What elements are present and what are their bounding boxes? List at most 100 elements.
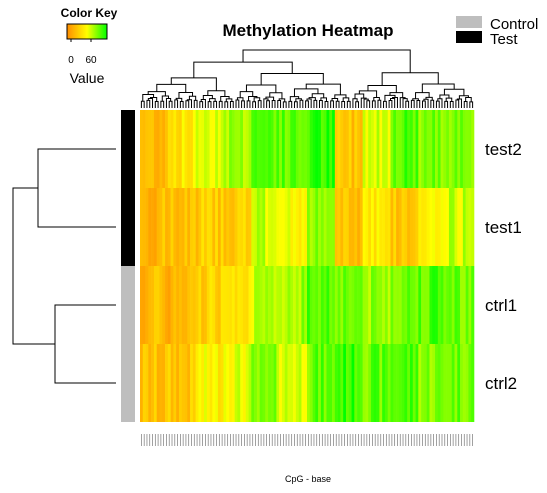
heatmap-cell — [357, 110, 361, 188]
heatmap-cell — [165, 266, 169, 344]
heatmap-cell — [465, 110, 469, 188]
heatmap-cell — [382, 110, 386, 188]
heatmap-cell — [404, 344, 408, 422]
column-dendrogram-branch — [235, 99, 240, 108]
column-dendrogram-branch — [422, 100, 426, 108]
heatmap-cell — [418, 188, 422, 266]
heatmap-cell — [248, 266, 252, 344]
heatmap-cell — [192, 110, 196, 188]
heatmap-cell — [379, 110, 383, 188]
heatmap-cell — [273, 110, 277, 188]
heatmap-cell — [337, 188, 341, 266]
heatmap-cell — [401, 344, 405, 422]
column-dendrogram-branch — [266, 100, 270, 108]
heatmap-cell — [173, 188, 177, 266]
heatmap-cell — [443, 188, 447, 266]
heatmap-cell — [409, 344, 414, 422]
heatmap-cell — [204, 110, 208, 188]
heatmap-cell — [415, 188, 419, 266]
heatmap-cell — [187, 344, 191, 422]
heatmap-cell — [256, 266, 260, 344]
heatmap-cell — [181, 266, 185, 344]
column-dendrogram-branch — [355, 101, 359, 108]
heatmap-cell — [315, 188, 319, 266]
column-dendrogram-branch — [415, 92, 430, 99]
heatmap-cell — [423, 266, 427, 344]
heatmap-cell — [345, 110, 350, 188]
heatmap-cell — [446, 110, 450, 188]
heatmap-cell — [234, 266, 238, 344]
heatmap-cell — [293, 110, 297, 188]
heatmap-cell — [242, 344, 247, 422]
heatmap-cell — [345, 266, 350, 344]
heatmap-cell — [326, 110, 330, 188]
heatmap-cell — [259, 266, 263, 344]
heatmap-cell — [387, 110, 391, 188]
heatmap-cell — [418, 110, 422, 188]
heatmap-cell — [351, 188, 355, 266]
column-dendrogram-branch — [346, 100, 351, 108]
heatmap-cell — [382, 188, 386, 266]
row-side-color — [121, 110, 135, 188]
heatmap-cell — [345, 188, 350, 266]
heatmap-cell — [192, 344, 196, 422]
heatmap-cell — [262, 110, 266, 188]
heatmap-cell — [398, 188, 402, 266]
heatmap-cell — [215, 266, 219, 344]
heatmap-cell — [162, 110, 166, 188]
heatmap-cell — [468, 110, 472, 188]
heatmap-cell — [301, 266, 305, 344]
heatmap-cells — [140, 110, 475, 422]
heatmap-cell — [234, 188, 238, 266]
heatmap-cell — [170, 344, 174, 422]
heatmap-cell — [446, 188, 450, 266]
heatmap-cell — [178, 110, 183, 188]
heatmap-cell — [412, 266, 416, 344]
heatmap-cell — [443, 266, 447, 344]
column-dendrogram-branch — [455, 99, 460, 108]
heatmap-cell — [365, 266, 369, 344]
heatmap-cell — [248, 344, 252, 422]
heatmap-cell — [287, 266, 291, 344]
heatmap-cell — [320, 188, 324, 266]
heatmap-cell — [151, 344, 155, 422]
heatmap-cell — [393, 344, 397, 422]
row-side-color — [121, 188, 135, 266]
heatmap-cell — [240, 266, 244, 344]
heatmap-cell — [379, 188, 383, 266]
heatmap-cell — [195, 188, 199, 266]
heatmap-cell — [140, 344, 144, 422]
heatmap-cell — [265, 344, 269, 422]
heatmap-cell — [187, 188, 191, 266]
heatmap-cell — [251, 188, 255, 266]
heatmap-cell — [204, 188, 208, 266]
heatmap-cell — [415, 266, 419, 344]
heatmap-cell — [307, 266, 311, 344]
heatmap-cell — [237, 344, 241, 422]
column-dendrogram-branch — [402, 98, 408, 108]
heatmap-cell — [295, 188, 299, 266]
heatmap-cell — [407, 266, 411, 344]
column-dendrogram-branch — [165, 98, 172, 108]
column-label-marks — [141, 434, 473, 446]
heatmap-cell — [178, 344, 183, 422]
heatmap-cell — [337, 266, 341, 344]
heatmap-cell — [390, 344, 394, 422]
column-dendrogram-branch — [246, 100, 251, 108]
heatmap-cell — [226, 110, 230, 188]
heatmap-cell — [156, 188, 160, 266]
column-dendrogram-branch — [271, 99, 276, 108]
heatmap-cell — [379, 344, 383, 422]
heatmap-cell — [268, 344, 272, 422]
heatmap-cell — [251, 344, 255, 422]
heatmap-cell — [348, 110, 352, 188]
heatmap-cell — [162, 344, 166, 422]
heatmap-cell — [415, 344, 419, 422]
heatmap-cell — [451, 188, 455, 266]
column-dendrogram-branch — [435, 100, 440, 108]
heatmap-cell — [448, 266, 453, 344]
column-dendrogram-branch — [390, 98, 396, 108]
heatmap-cell — [140, 188, 144, 266]
heatmap-cell — [454, 188, 458, 266]
heatmap-cell — [384, 266, 389, 344]
